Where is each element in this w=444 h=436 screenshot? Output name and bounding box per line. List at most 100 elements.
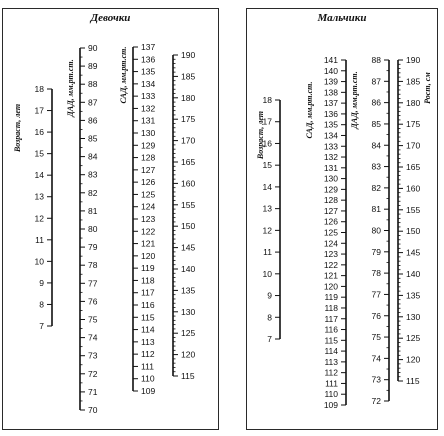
girls-dad-tick-label: 75 bbox=[88, 315, 98, 325]
boys-dad-tick-label: 72 bbox=[372, 396, 382, 406]
girls-sad-tick-label: 122 bbox=[141, 226, 155, 236]
boys-height-tick-label: 140 bbox=[406, 269, 420, 279]
boys-height-tick-label: 120 bbox=[406, 355, 420, 365]
boys-dad-tick-label: 88 bbox=[372, 55, 382, 65]
girls-sad-tick-label: 125 bbox=[141, 189, 155, 199]
girls-sad-tick-label: 128 bbox=[141, 153, 155, 163]
boys-sad-tick-label: 134 bbox=[324, 130, 338, 140]
boys-height-tick-label: 170 bbox=[406, 141, 420, 151]
boys-sad-tick-label: 141 bbox=[324, 55, 338, 65]
boys-sad-tick-label: 130 bbox=[324, 174, 338, 184]
boys-sad-tick-label: 123 bbox=[324, 249, 338, 259]
girls-dad-tick-label: 77 bbox=[88, 278, 98, 288]
girls-nomogram-panel: Девочки bbox=[2, 8, 219, 430]
girls-sad-tick-label: 120 bbox=[141, 251, 155, 261]
boys-age-tick-label: 12 bbox=[263, 225, 273, 235]
boys-sad-tick-label: 112 bbox=[324, 368, 338, 378]
boys-dad-tick-label: 79 bbox=[372, 247, 382, 257]
boys-height-tick-label: 160 bbox=[406, 183, 420, 193]
girls-sad-tick-label: 115 bbox=[141, 312, 155, 322]
boys-height-tick-label: 150 bbox=[406, 226, 420, 236]
boys-dad-tick-label: 77 bbox=[372, 289, 382, 299]
boys-dad-tick-label: 83 bbox=[372, 162, 382, 172]
girls-height-tick-label: 130 bbox=[181, 307, 195, 317]
boys-sad-tick-label: 109 bbox=[324, 400, 338, 410]
boys-sad-tick-label: 138 bbox=[324, 87, 338, 97]
boys-age-tick-label: 16 bbox=[263, 138, 273, 148]
girls-sad-tick-label: 135 bbox=[141, 67, 155, 77]
girls-sad-tick-label: 132 bbox=[141, 103, 155, 113]
boys-sad-tick-label: 136 bbox=[324, 109, 338, 119]
girls-age-tick-label: 12 bbox=[35, 213, 45, 223]
boys-age-tick-label: 9 bbox=[267, 291, 272, 301]
boys-height-tick-label: 125 bbox=[406, 333, 420, 343]
boys-dad-tick-label: 76 bbox=[372, 311, 382, 321]
girls-sad-axis-label: САД, мм.рт.ст. bbox=[119, 47, 128, 104]
boys-sad-tick-label: 113 bbox=[324, 357, 338, 367]
boys-height-tick-label: 115 bbox=[406, 376, 420, 386]
girls-height-tick-label: 145 bbox=[181, 243, 195, 253]
girls-sad-tick-label: 131 bbox=[141, 116, 155, 126]
girls-sad-tick-label: 113 bbox=[141, 337, 155, 347]
boys-age-tick-label: 7 bbox=[267, 334, 272, 344]
girls-dad-tick-label: 84 bbox=[88, 152, 98, 162]
boys-age-tick-label: 14 bbox=[263, 182, 273, 192]
girls-sad-tick-label: 109 bbox=[141, 386, 155, 396]
boys-height-tick-label: 165 bbox=[406, 162, 420, 172]
boys-height-tick-label: 185 bbox=[406, 76, 420, 86]
boys-age-tick-label: 17 bbox=[263, 117, 273, 127]
girls-age-tick-label: 13 bbox=[35, 192, 45, 202]
boys-sad-tick-label: 114 bbox=[324, 346, 338, 356]
girls-sad-tick-label: 124 bbox=[141, 202, 155, 212]
boys-sad-tick-label: 128 bbox=[324, 195, 338, 205]
boys-dad-tick-label: 73 bbox=[372, 375, 382, 385]
girls-dad-tick-label: 90 bbox=[88, 43, 98, 53]
girls-height-tick-label: 150 bbox=[181, 221, 195, 231]
girls-sad-tick-label: 117 bbox=[141, 288, 155, 298]
boys-dad-tick-label: 82 bbox=[372, 183, 382, 193]
boys-title: Мальчики bbox=[317, 12, 367, 24]
girls-sad-tick-label: 130 bbox=[141, 128, 155, 138]
girls-sad-tick-label: 116 bbox=[141, 300, 155, 310]
boys-age-tick-label: 15 bbox=[263, 160, 273, 170]
boys-dad-tick-label: 84 bbox=[372, 140, 382, 150]
girls-dad-tick-label: 89 bbox=[88, 61, 98, 71]
girls-dad-tick-label: 78 bbox=[88, 260, 98, 270]
girls-sad-tick-label: 136 bbox=[141, 54, 155, 64]
girls-age-tick-label: 14 bbox=[35, 170, 45, 180]
boys-age-tick-label: 8 bbox=[267, 312, 272, 322]
girls-sad-tick-label: 114 bbox=[141, 325, 155, 335]
girls-dad-tick-label: 87 bbox=[88, 97, 98, 107]
girls-sad-tick-label: 118 bbox=[141, 275, 155, 285]
girls-age-tick-label: 18 bbox=[35, 84, 45, 94]
boys-sad-tick-label: 125 bbox=[324, 228, 338, 238]
boys-age-tick-label: 13 bbox=[263, 204, 273, 214]
boys-sad-tick-label: 139 bbox=[324, 77, 338, 87]
girls-height-tick-label: 120 bbox=[181, 350, 195, 360]
girls-dad-tick-label: 86 bbox=[88, 115, 98, 125]
girls-dad-tick-label: 79 bbox=[88, 242, 98, 252]
boys-dad-tick-label: 85 bbox=[372, 119, 382, 129]
boys-sad-tick-label: 122 bbox=[324, 260, 338, 270]
girls-height-tick-label: 170 bbox=[181, 136, 195, 146]
girls-sad-tick-label: 121 bbox=[141, 239, 155, 249]
girls-sad-tick-label: 129 bbox=[141, 140, 155, 150]
boys-sad-tick-label: 110 bbox=[324, 389, 338, 399]
boys-sad-tick-label: 115 bbox=[324, 335, 338, 345]
girls-dad-tick-label: 71 bbox=[88, 387, 98, 397]
girls-sad-tick-label: 126 bbox=[141, 177, 155, 187]
boys-age-tick-label: 18 bbox=[263, 95, 273, 105]
girls-sad-tick-label: 137 bbox=[141, 42, 155, 52]
girls-dad-tick-label: 80 bbox=[88, 224, 98, 234]
boys-sad-tick-label: 132 bbox=[324, 152, 338, 162]
girls-height-tick-label: 190 bbox=[181, 50, 195, 60]
boys-age-tick-label: 10 bbox=[263, 269, 273, 279]
boys-dad-tick-label: 74 bbox=[372, 353, 382, 363]
boys-height-tick-label: 135 bbox=[406, 290, 420, 300]
girls-sad-tick-label: 133 bbox=[141, 91, 155, 101]
boys-sad-tick-label: 127 bbox=[324, 206, 338, 216]
girls-height-tick-label: 185 bbox=[181, 71, 195, 81]
girls-sad-tick-label: 111 bbox=[141, 361, 154, 371]
boys-height-axis-label: Рост, см bbox=[423, 72, 432, 104]
girls-dad-tick-label: 72 bbox=[88, 369, 98, 379]
